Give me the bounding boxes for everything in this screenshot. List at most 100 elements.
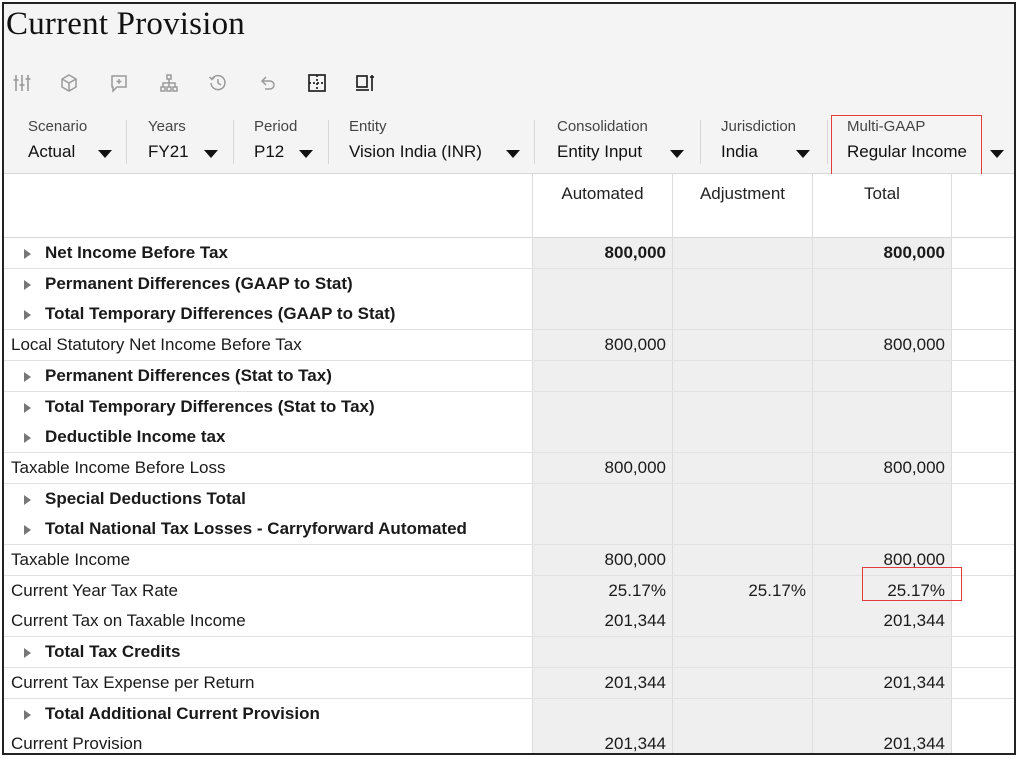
cell-total[interactable]: 800,000 — [812, 238, 951, 268]
cell-adjustment[interactable] — [672, 238, 812, 268]
grid-select-icon[interactable] — [306, 72, 328, 94]
cell-adjustment[interactable] — [672, 698, 812, 729]
table-row: Total Temporary Differences (Stat to Tax… — [4, 391, 1014, 423]
pov-jurisdiction[interactable]: Jurisdiction India — [721, 118, 821, 168]
chevron-down-icon[interactable] — [670, 150, 684, 158]
cell-adjustment[interactable] — [672, 422, 812, 453]
table-row: Net Income Before Tax 800,000 800,000 — [4, 238, 1014, 269]
chevron-down-icon[interactable] — [796, 150, 810, 158]
cell-empty — [951, 667, 1014, 698]
cell-automated[interactable] — [532, 299, 672, 330]
cell-total[interactable]: 201,344 — [812, 667, 951, 698]
cube-icon[interactable] — [58, 72, 80, 94]
hierarchy-icon[interactable] — [158, 72, 180, 94]
cell-adjustment[interactable] — [672, 637, 812, 668]
cell-automated[interactable]: 201,344 — [532, 729, 672, 753]
cell-total[interactable] — [812, 422, 951, 453]
cell-total[interactable]: 800,000 — [812, 452, 951, 483]
pov-multi-gaap[interactable]: Multi-GAAP Regular Income — [847, 118, 1014, 168]
chevron-down-icon[interactable] — [506, 150, 520, 158]
cell-automated[interactable] — [532, 637, 672, 668]
column-header-row: Automated Adjustment Total — [4, 174, 1014, 238]
expand-arrow-icon[interactable] — [24, 709, 31, 720]
cell-automated[interactable] — [532, 483, 672, 514]
cell-total[interactable] — [812, 698, 951, 729]
cell-adjustment[interactable] — [672, 667, 812, 698]
pov-scenario[interactable]: Scenario Actual — [28, 118, 128, 168]
cell-automated[interactable]: 800,000 — [532, 545, 672, 575]
pov-value: Vision India (INR) — [349, 142, 482, 161]
row-label: Permanent Differences (Stat to Tax) — [4, 360, 532, 391]
cell-total[interactable] — [812, 360, 951, 391]
expand-arrow-icon[interactable] — [24, 433, 31, 444]
cell-adjustment[interactable] — [672, 268, 812, 299]
cell-total[interactable]: 800,000 — [812, 330, 951, 361]
cell-automated[interactable]: 201,344 — [532, 667, 672, 698]
cell-empty — [951, 698, 1014, 729]
row-label-text: Total Tax Credits — [45, 642, 181, 662]
cell-automated[interactable]: 800,000 — [532, 452, 672, 483]
table-row: Permanent Differences (GAAP to Stat) — [4, 268, 1014, 300]
pov-consolidation[interactable]: Consolidation Entity Input — [557, 118, 697, 168]
cell-total[interactable]: 25.17% — [812, 575, 951, 606]
undo-icon[interactable] — [256, 72, 278, 94]
cell-total[interactable] — [812, 483, 951, 514]
cell-adjustment[interactable] — [672, 545, 812, 575]
cell-adjustment[interactable] — [672, 391, 812, 422]
expand-arrow-icon[interactable] — [24, 525, 31, 536]
pov-period[interactable]: Period P12 — [254, 118, 324, 168]
row-label: Special Deductions Total — [4, 483, 532, 514]
cell-automated[interactable] — [532, 268, 672, 299]
cell-adjustment[interactable] — [672, 299, 812, 330]
cell-automated[interactable] — [532, 360, 672, 391]
expand-arrow-icon[interactable] — [24, 371, 31, 382]
pov-years[interactable]: Years FY21 — [148, 118, 228, 168]
cell-total[interactable] — [812, 299, 951, 330]
expand-arrow-icon[interactable] — [24, 402, 31, 413]
chevron-down-icon[interactable] — [990, 150, 1004, 158]
cell-automated[interactable]: 800,000 — [532, 238, 672, 268]
cell-automated[interactable] — [532, 514, 672, 545]
cell-total[interactable]: 201,344 — [812, 606, 951, 637]
cell-automated[interactable] — [532, 698, 672, 729]
expand-arrow-icon[interactable] — [24, 249, 31, 259]
cell-adjustment[interactable] — [672, 452, 812, 483]
cell-automated[interactable] — [532, 391, 672, 422]
cell-empty — [951, 268, 1014, 299]
cell-adjustment[interactable]: 25.17% — [672, 575, 812, 606]
format-icon[interactable] — [354, 72, 376, 94]
cell-adjustment[interactable] — [672, 330, 812, 361]
cell-adjustment[interactable] — [672, 360, 812, 391]
row-label: Deductible Income tax — [4, 422, 532, 453]
expand-arrow-icon[interactable] — [24, 648, 31, 659]
pov-entity[interactable]: Entity Vision India (INR) — [349, 118, 529, 168]
cell-empty — [951, 606, 1014, 637]
cell-total[interactable] — [812, 514, 951, 545]
cell-total[interactable]: 201,344 — [812, 729, 951, 753]
cell-total[interactable]: 800,000 — [812, 545, 951, 575]
table-row: Taxable Income Before Loss 800,000 800,000 — [4, 452, 1014, 484]
cell-total[interactable] — [812, 391, 951, 422]
expand-arrow-icon[interactable] — [24, 310, 31, 321]
chevron-down-icon[interactable] — [98, 150, 112, 158]
cell-adjustment[interactable] — [672, 514, 812, 545]
expand-arrow-icon[interactable] — [24, 279, 31, 290]
cell-total[interactable] — [812, 268, 951, 299]
row-label-text: Total Additional Current Provision — [45, 703, 320, 723]
history-icon[interactable] — [207, 72, 229, 94]
cell-adjustment[interactable] — [672, 729, 812, 753]
add-comment-icon[interactable] — [108, 72, 130, 94]
table-row: Total Tax Credits — [4, 637, 1014, 669]
cell-empty — [951, 330, 1014, 361]
chevron-down-icon[interactable] — [204, 150, 218, 158]
adjust-sliders-icon[interactable] — [11, 72, 33, 94]
cell-adjustment[interactable] — [672, 606, 812, 637]
cell-total[interactable] — [812, 637, 951, 668]
cell-automated[interactable]: 25.17% — [532, 575, 672, 606]
cell-adjustment[interactable] — [672, 483, 812, 514]
chevron-down-icon[interactable] — [299, 150, 313, 158]
cell-automated[interactable]: 800,000 — [532, 330, 672, 361]
expand-arrow-icon[interactable] — [24, 494, 31, 505]
cell-automated[interactable]: 201,344 — [532, 606, 672, 637]
cell-automated[interactable] — [532, 422, 672, 453]
